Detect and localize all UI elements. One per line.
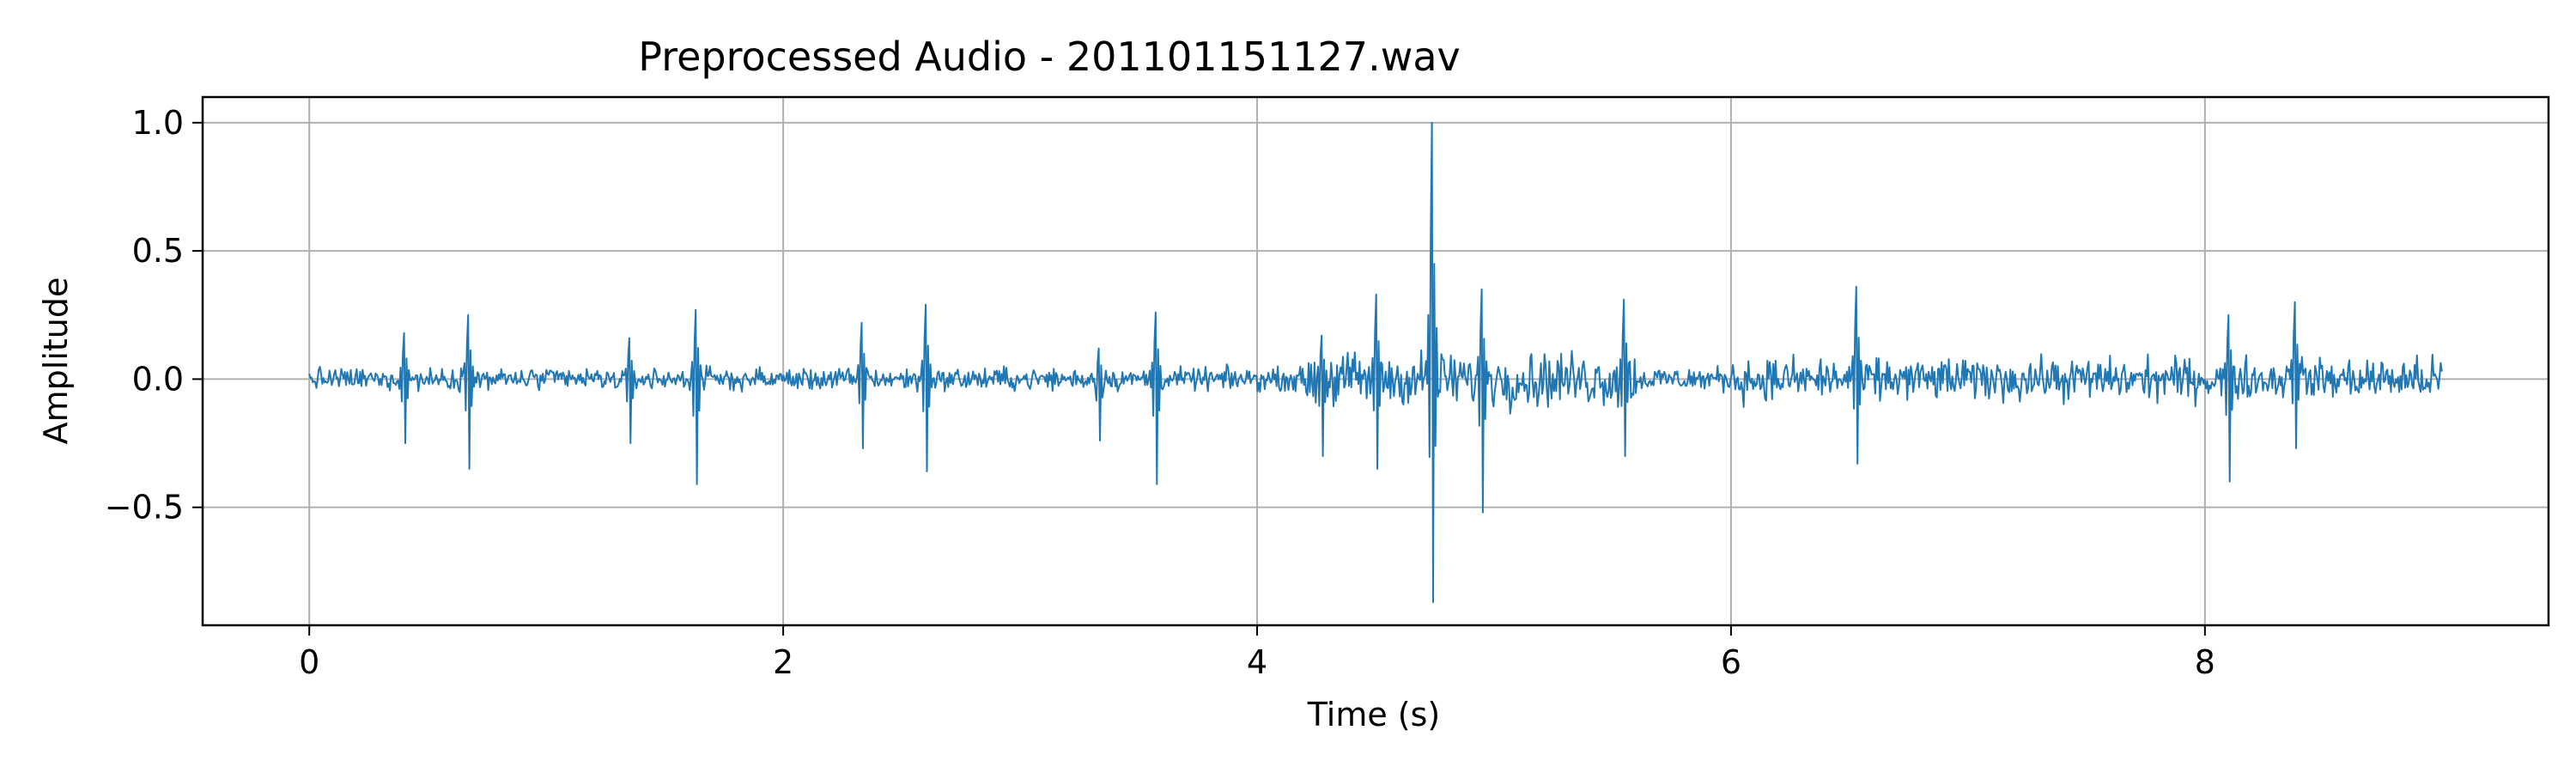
x-tick-label: 0 [299, 643, 319, 681]
x-axis-label: Time (s) [1307, 696, 1441, 733]
axis-ticks: 0 2 4 6 8 −0.5 0.0 0.5 1.0 [105, 104, 2215, 681]
y-tick-label: 1.0 [132, 104, 184, 142]
y-tick-label: 0.0 [132, 360, 184, 398]
y-tick-label: 0.5 [132, 232, 184, 270]
plot-frame [201, 95, 2550, 627]
y-tick-label: −0.5 [105, 489, 184, 526]
chart-title: Preprocessed Audio - 201101151127.wav [638, 33, 1460, 80]
x-tick-label: 4 [1247, 643, 1267, 681]
waveform-line [308, 121, 2443, 604]
x-tick-label: 8 [2195, 643, 2215, 681]
x-tick-label: 2 [773, 643, 793, 681]
y-axis-label: Amplitude [37, 277, 75, 445]
grid-lines [203, 97, 2549, 625]
x-tick-label: 6 [1721, 643, 1741, 681]
